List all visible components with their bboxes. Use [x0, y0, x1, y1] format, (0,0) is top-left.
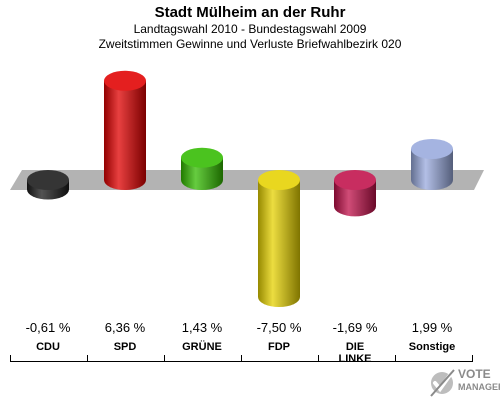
axis-tick	[10, 355, 11, 362]
logo-text-manager: MANAGER	[458, 382, 500, 392]
bar-cap-die-linke	[334, 170, 376, 190]
value-label: -7,50 %	[256, 320, 302, 335]
bar-cap-cdu	[27, 170, 69, 190]
category-axis-line	[10, 361, 473, 362]
logo-text-vote: VOTE	[458, 367, 491, 381]
value-label: 6,36 %	[104, 320, 146, 335]
category-label: Sonstige	[408, 341, 456, 353]
bar-cap-sonstige	[411, 138, 453, 159]
category-label: DIE LINKE	[338, 341, 372, 365]
axis-tick	[395, 355, 396, 362]
axis-tick	[164, 355, 165, 362]
bar-fdp	[258, 180, 300, 307]
axis-tick	[241, 355, 242, 362]
category-label: SPD	[113, 341, 137, 353]
bar-sonstige	[411, 148, 453, 190]
vote-manager-logo-icon	[430, 369, 455, 397]
category-label: GRÜNE	[182, 341, 222, 353]
value-label: 1,99 %	[411, 320, 453, 335]
value-label: -1,69 %	[332, 320, 378, 335]
bar-cap-spd	[104, 70, 146, 91]
axis-tick	[87, 355, 88, 362]
bar-die-linke	[334, 180, 376, 217]
chart-subtitle-1: Landtagswahl 2010 - Bundestagswahl 2009	[133, 22, 367, 36]
bars-group	[27, 70, 453, 307]
value-label: 1,43 %	[181, 320, 223, 335]
value-label: -0,61 %	[25, 320, 71, 335]
bar-cap-fdp	[258, 170, 300, 190]
category-label: CDU	[36, 341, 60, 353]
axis-tick	[318, 355, 319, 362]
axis-tick	[472, 355, 473, 362]
bar-cap-grüne	[181, 147, 223, 168]
chart-subtitle-2: Zweitstimmen Gewinne und Verluste Briefw…	[98, 37, 402, 51]
bar-spd	[104, 80, 146, 190]
category-label: FDP	[268, 341, 290, 353]
chart-title: Stadt Mülheim an der Ruhr	[154, 4, 346, 21]
